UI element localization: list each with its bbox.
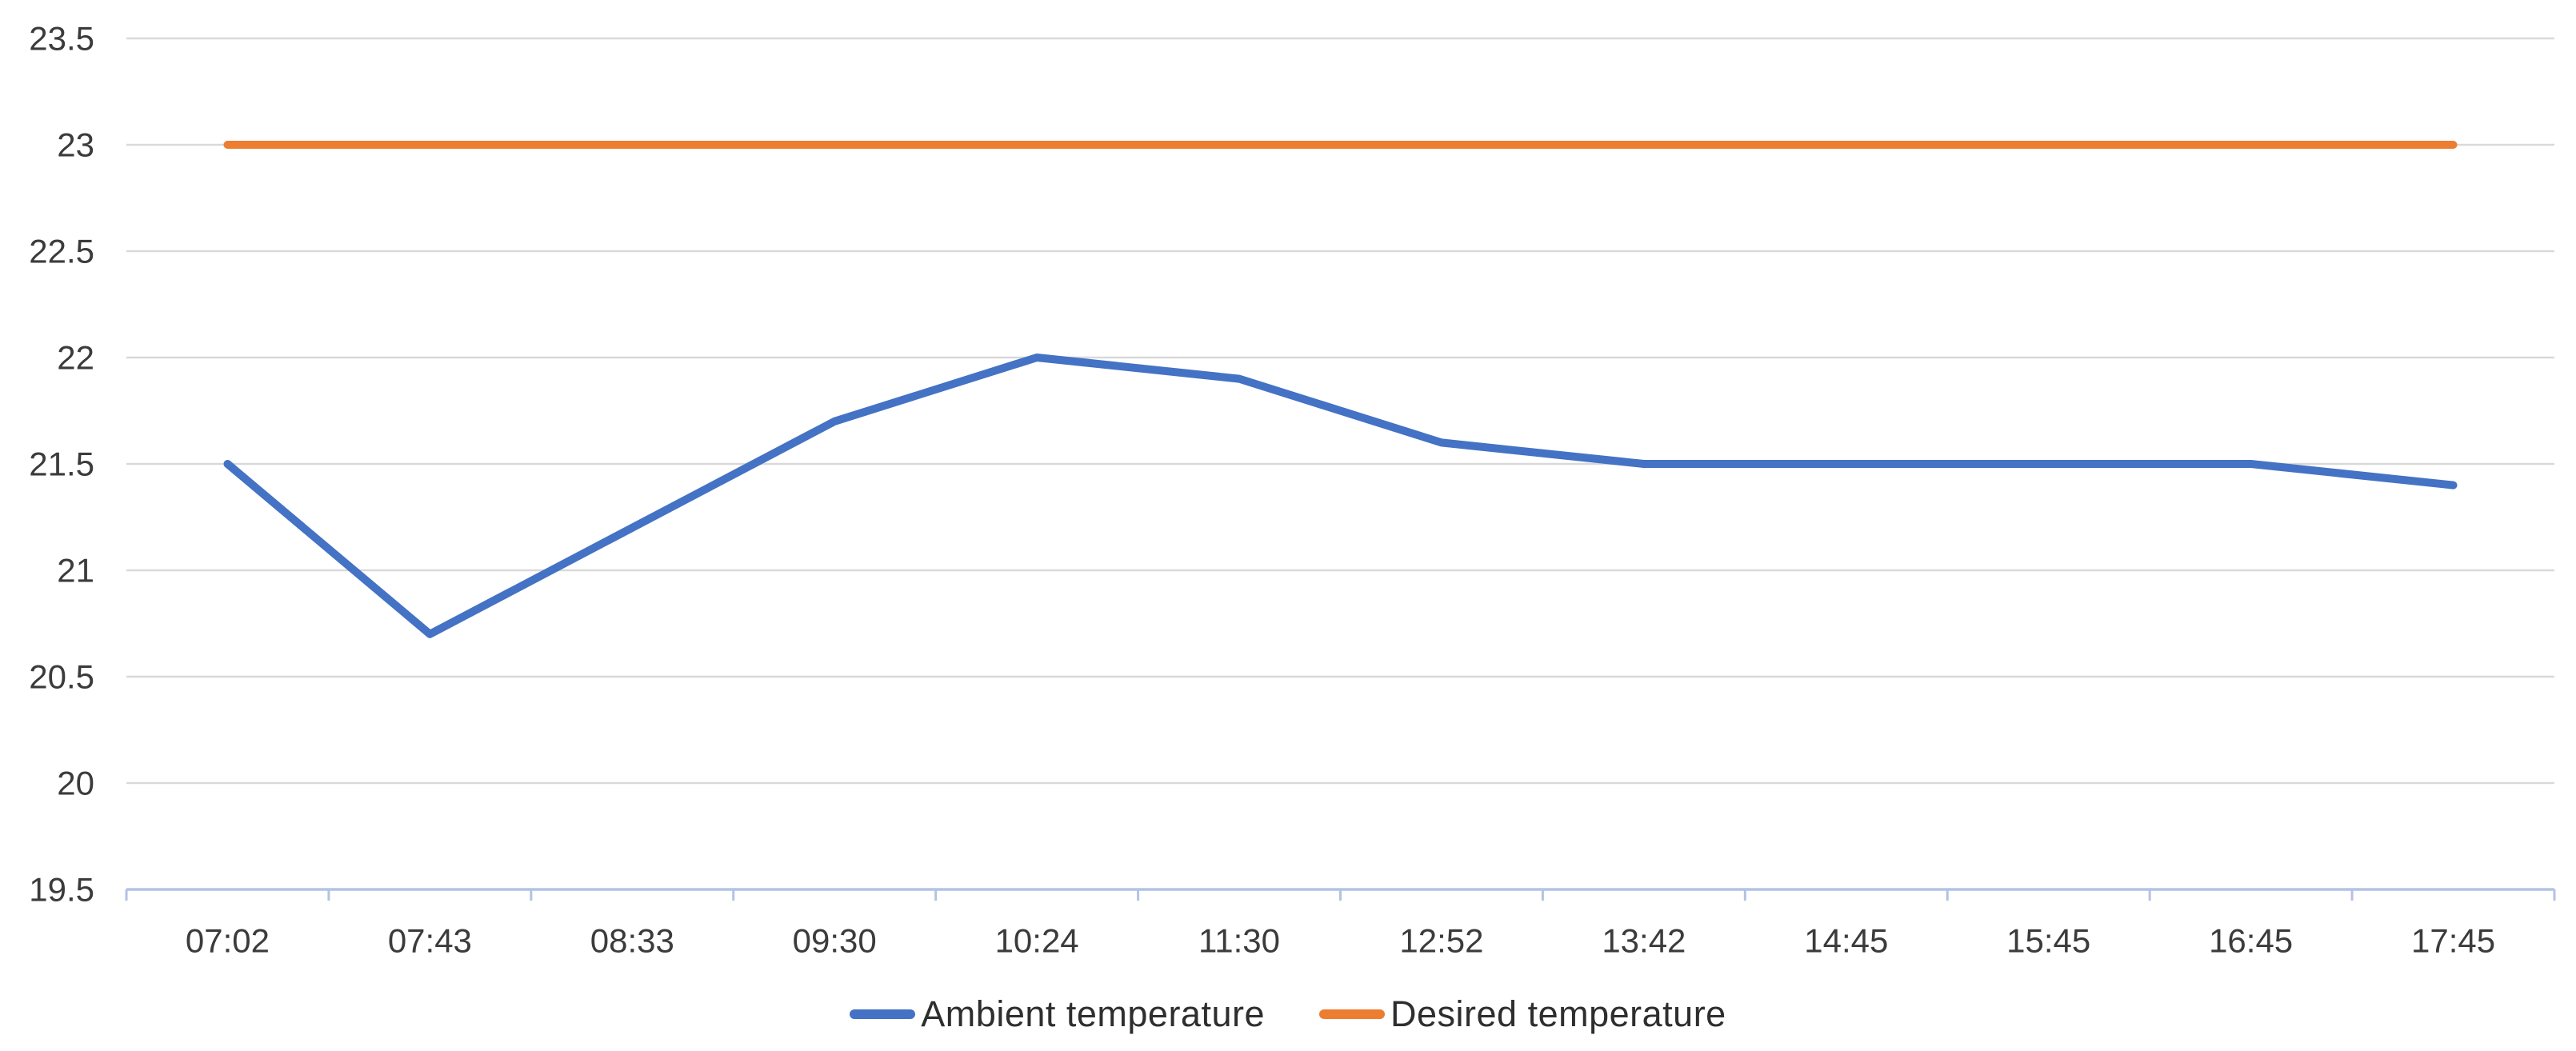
legend-item-desired-temperature: Desired temperature (1319, 993, 1726, 1035)
y-axis-tick-label: 23.5 (29, 20, 94, 58)
x-axis-tick-label: 14:45 (1804, 922, 1888, 960)
x-axis-tick-label: 17:45 (2411, 922, 2495, 960)
y-axis-tick-label: 22.5 (29, 233, 94, 270)
x-axis-tick-label: 13:42 (1602, 922, 1686, 960)
legend-item-ambient-temperature: Ambient temperature (850, 993, 1265, 1035)
y-axis-tick-label: 20 (57, 765, 94, 802)
legend-swatch-ambient-temperature (850, 1009, 916, 1019)
series-line-ambient-temperature (223, 354, 2458, 638)
legend-label-ambient-temperature: Ambient temperature (921, 993, 1266, 1034)
x-axis-tick-label: 12:52 (1399, 922, 1483, 960)
y-axis-tick-label: 22 (57, 339, 94, 377)
x-axis-tick-label: 07:43 (388, 922, 472, 960)
legend-label-desired-temperature: Desired temperature (1390, 993, 1726, 1034)
x-axis-tick-label: 07:02 (186, 922, 270, 960)
y-axis-tick-label: 20.5 (29, 658, 94, 696)
y-axis-tick-label: 23 (57, 126, 94, 164)
x-axis-tick-label: 11:30 (1198, 922, 1280, 960)
x-axis-tick-label: 09:30 (793, 922, 877, 960)
x-axis-tick-label: 08:33 (590, 922, 674, 960)
x-axis-tick-label: 15:45 (2006, 922, 2090, 960)
x-axis-tick-label: 16:45 (2209, 922, 2293, 960)
x-axis-tick-label: 10:24 (995, 922, 1079, 960)
chart-legend: Ambient temperature Desired temperature (0, 993, 2576, 1035)
y-axis-tick-label: 19.5 (29, 871, 94, 909)
y-axis-tick-label: 21 (57, 552, 94, 589)
legend-swatch-desired-temperature (1319, 1009, 1386, 1019)
y-axis-tick-label: 21.5 (29, 446, 94, 483)
